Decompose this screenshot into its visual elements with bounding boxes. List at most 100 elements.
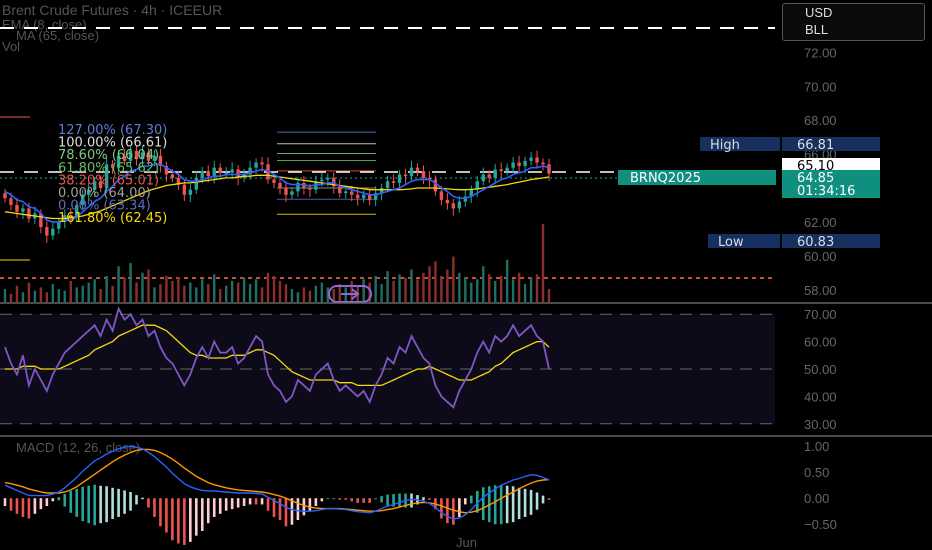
candle-body	[39, 213, 43, 228]
rsi-tick-label: 60.00	[804, 335, 837, 350]
low-label-box	[708, 234, 780, 248]
candle-body	[9, 198, 13, 205]
candle-body	[110, 164, 115, 168]
candle-body	[529, 157, 533, 161]
candle-body	[314, 181, 318, 190]
macd-histogram-bar	[511, 486, 515, 523]
current-price-box	[782, 170, 880, 198]
price-tick-label: 68.00	[804, 113, 837, 128]
volume-bar	[21, 292, 25, 302]
ema-legend: EMA (8, close)	[2, 17, 87, 32]
macd-histogram-bar	[212, 498, 216, 517]
volume-bar	[499, 276, 503, 302]
volume-bar	[99, 289, 102, 302]
candle-body	[27, 208, 31, 219]
price-tick-label: 62.00	[804, 215, 837, 230]
volume-bar	[189, 282, 192, 302]
volume-bar	[440, 276, 443, 302]
macd-histogram-bar	[99, 485, 102, 524]
macd-legend: MACD (12, 26, close)	[16, 440, 140, 455]
candle-body	[254, 162, 258, 168]
fib-labels: 127.00% (67.30)100.00% (66.61)78.60% (66…	[58, 123, 167, 226]
volume-bar	[362, 279, 365, 302]
candle-body	[45, 227, 49, 236]
volume-bar	[177, 277, 180, 302]
candle-body	[230, 169, 234, 173]
candle-body	[493, 169, 497, 178]
volume-bar	[398, 274, 401, 302]
macd-histogram-bar	[458, 498, 461, 517]
candle-body	[427, 177, 432, 180]
macd-histogram-bar	[284, 498, 288, 527]
macd-histogram-bar	[517, 487, 521, 520]
volume-bar	[213, 274, 216, 302]
high-value-box	[782, 137, 880, 151]
candle-body	[218, 167, 222, 173]
macd-histogram-bar	[81, 486, 85, 522]
low-value: 60.83	[797, 235, 834, 250]
candle-body	[379, 188, 384, 194]
volume-bar	[458, 272, 461, 302]
volume-bar	[482, 266, 485, 302]
volume-bar	[254, 279, 258, 302]
volume-bar	[236, 282, 240, 302]
rsi-tick-label: 40.00	[804, 389, 837, 404]
macd-histogram-bar	[147, 498, 150, 508]
x-axis-label-jun: Jun	[456, 535, 477, 550]
candle-body	[92, 181, 97, 190]
volume-bar	[422, 272, 425, 302]
macd-histogram-bar	[27, 498, 31, 519]
candle-body	[3, 193, 7, 199]
macd-histogram-bar	[505, 485, 509, 524]
candle-body	[523, 160, 527, 166]
macd-histogram-bar	[547, 498, 551, 500]
volume-bar	[230, 280, 234, 302]
fib-levels	[277, 131, 376, 215]
macd-histogram-bar	[410, 493, 413, 508]
macd-histogram-bar	[374, 498, 377, 500]
macd-histogram-bar	[332, 498, 336, 500]
volume-bar	[416, 279, 419, 302]
macd-signal-line	[4, 448, 550, 514]
candle-body	[469, 189, 473, 197]
low-label: Low	[718, 235, 744, 250]
candle-body	[116, 155, 121, 168]
macd-histogram-bar	[386, 494, 389, 506]
volume-bar	[296, 292, 300, 302]
volume-bar	[153, 287, 156, 302]
volume-bar	[201, 279, 204, 302]
volume-bar	[63, 290, 66, 302]
macd-histogram-bar	[194, 498, 198, 536]
macd-histogram-bar	[452, 498, 455, 525]
volume-bar	[428, 266, 431, 302]
currency-unit-box[interactable]: USD BLL	[782, 3, 925, 41]
macd-histogram-bar	[380, 496, 383, 503]
macd-histogram-bar	[123, 490, 126, 514]
candle-body	[421, 171, 426, 178]
volume-bar	[165, 276, 168, 302]
macd-histogram-bar	[51, 498, 55, 502]
volume-bar	[248, 284, 252, 302]
moving-average-lines	[4, 163, 550, 223]
candle-body	[51, 228, 55, 236]
high-value: 66.81	[797, 138, 834, 153]
candle-body	[98, 181, 103, 189]
volume-bar	[45, 292, 49, 302]
volume-bar	[511, 279, 515, 302]
volume-bar	[350, 280, 353, 302]
macd-histogram-bar	[200, 498, 204, 531]
macd-histogram-bar	[21, 498, 25, 517]
macd-histogram-bar	[350, 498, 354, 502]
volume-bar	[452, 256, 455, 302]
macd-histogram-bar	[446, 498, 449, 524]
candle-body	[397, 174, 402, 183]
macd-histogram-bar	[165, 498, 168, 533]
macd-histogram-bar	[15, 498, 19, 514]
volume-bar	[529, 277, 533, 302]
volume-bar	[368, 282, 371, 302]
candle-body	[344, 191, 348, 194]
replay-icon[interactable]	[328, 285, 372, 303]
countdown-value: 01:34:16	[797, 184, 855, 199]
